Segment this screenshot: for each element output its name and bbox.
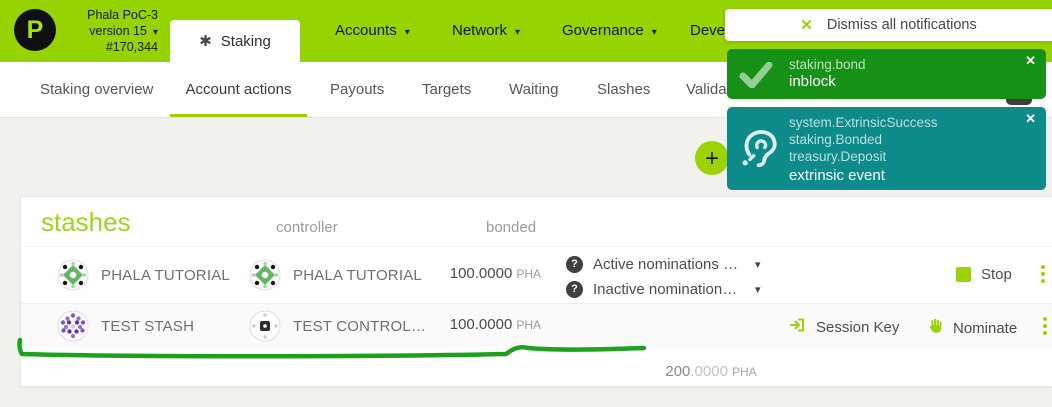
table-row: TEST STASH TEST CONTROL… 100.0000 PHA: [21, 303, 1052, 349]
nav-item-governance[interactable]: Governance ▾: [562, 22, 657, 39]
help-icon[interactable]: ?: [566, 280, 583, 298]
toast-line: staking.bond: [789, 57, 866, 72]
staking-icon: ✱: [199, 33, 212, 50]
toast-line: treasury.Deposit: [789, 149, 887, 164]
close-icon: ✕: [800, 17, 813, 34]
nominate-button[interactable]: Nominate: [927, 317, 1017, 339]
stash-identicon[interactable]: [57, 259, 89, 296]
toast-extrinsic-events: system.ExtrinsicSuccess staking.Bonded t…: [727, 107, 1046, 190]
hand-icon: [927, 317, 943, 339]
nav-item-developer[interactable]: Deve: [690, 22, 726, 39]
table-title: stashes: [41, 207, 131, 237]
obscured-icon: [1006, 95, 1032, 105]
controller-name[interactable]: TEST CONTROL…: [293, 318, 427, 335]
toast-staking-bond: staking.bond inblock ✕: [727, 49, 1046, 99]
tab-waiting[interactable]: Waiting: [509, 81, 559, 98]
active-nominations: ? Active nominations … ▾: [566, 252, 761, 276]
nav-item-network[interactable]: Network ▾: [452, 22, 521, 39]
dismiss-all-notifications-button[interactable]: ✕ Dismiss all notifications: [725, 9, 1052, 41]
row-menu-button[interactable]: [1041, 265, 1045, 283]
toast-line: system.ExtrinsicSuccess: [789, 115, 938, 130]
controller-identicon[interactable]: [249, 259, 281, 296]
inactive-nominations: ? Inactive nomination… ▾: [566, 277, 761, 301]
bonded-amount: 100.0000 PHA: [449, 316, 541, 333]
row-menu-button[interactable]: [1043, 317, 1047, 335]
toast-line: staking.Bonded: [789, 132, 883, 147]
toast-status: inblock: [789, 73, 836, 90]
chain-name: Phala PoC-3: [87, 8, 158, 22]
bonded-total: 200.0000 PHA: [665, 363, 757, 380]
bonded-amount: 100.0000 PHA: [449, 265, 541, 282]
nav-staking-label: Staking: [220, 32, 271, 50]
nominations-block: ? Active nominations … ▾ ? Inactive nomi…: [566, 252, 761, 302]
phala-logo[interactable]: P: [14, 9, 56, 51]
controller-name[interactable]: PHALA TUTORIAL: [293, 267, 422, 284]
toast-body: system.ExtrinsicSuccess staking.Bonded t…: [789, 114, 938, 185]
add-stash-button[interactable]: +: [695, 141, 729, 175]
chain-block-number: #170,344: [105, 40, 158, 54]
nav-item-staking-active[interactable]: ✱ Staking: [170, 20, 300, 62]
tab-targets[interactable]: Targets: [422, 81, 472, 98]
listening-ear-icon: [737, 125, 783, 176]
stash-name[interactable]: TEST STASH: [101, 318, 195, 335]
tab-account-actions[interactable]: Account actions: [170, 62, 307, 117]
controller-identicon[interactable]: [249, 310, 281, 347]
tab-slashes[interactable]: Slashes: [597, 81, 651, 98]
tab-staking-overview[interactable]: Staking overview: [40, 81, 154, 98]
nav-item-accounts[interactable]: Accounts ▾: [335, 22, 410, 39]
chevron-down-icon: ▾: [404, 27, 410, 38]
stop-icon: [956, 267, 971, 282]
sign-in-icon: [789, 317, 806, 338]
stash-identicon[interactable]: [57, 310, 89, 347]
tab-payouts[interactable]: Payouts: [330, 81, 385, 98]
check-icon: [739, 61, 773, 93]
chevron-down-icon: ▾: [152, 26, 158, 38]
toast-body: staking.bond inblock: [789, 56, 866, 91]
column-header-controller: controller: [276, 219, 338, 236]
session-key-button[interactable]: Session Key: [789, 317, 899, 338]
table-row: PHALA TUTORIAL PHALA TUTORIAL 100.0000 PH…: [21, 246, 1052, 304]
help-icon[interactable]: ?: [566, 255, 583, 273]
close-icon[interactable]: ✕: [1025, 53, 1036, 68]
toast-status: extrinsic event: [789, 167, 885, 184]
column-header-bonded: bonded: [486, 219, 537, 236]
stashes-table: stashes controller bonded PHALA TUTORIAL: [20, 196, 1052, 387]
chain-version: version 15 ▾: [89, 23, 158, 38]
dismiss-label: Dismiss all notifications: [826, 17, 977, 33]
chevron-down-icon: ▾: [651, 27, 657, 38]
close-icon[interactable]: ✕: [1025, 111, 1036, 126]
chevron-down-icon[interactable]: ▾: [755, 258, 761, 271]
chain-info[interactable]: Phala PoC-3 version 15 ▾ #170,344: [52, 8, 158, 56]
stop-button[interactable]: Stop: [956, 266, 1012, 283]
chevron-down-icon: ▾: [515, 27, 521, 38]
chevron-down-icon[interactable]: ▾: [755, 283, 761, 296]
phala-logo-letter: P: [26, 15, 44, 44]
stash-name[interactable]: PHALA TUTORIAL: [101, 267, 230, 284]
